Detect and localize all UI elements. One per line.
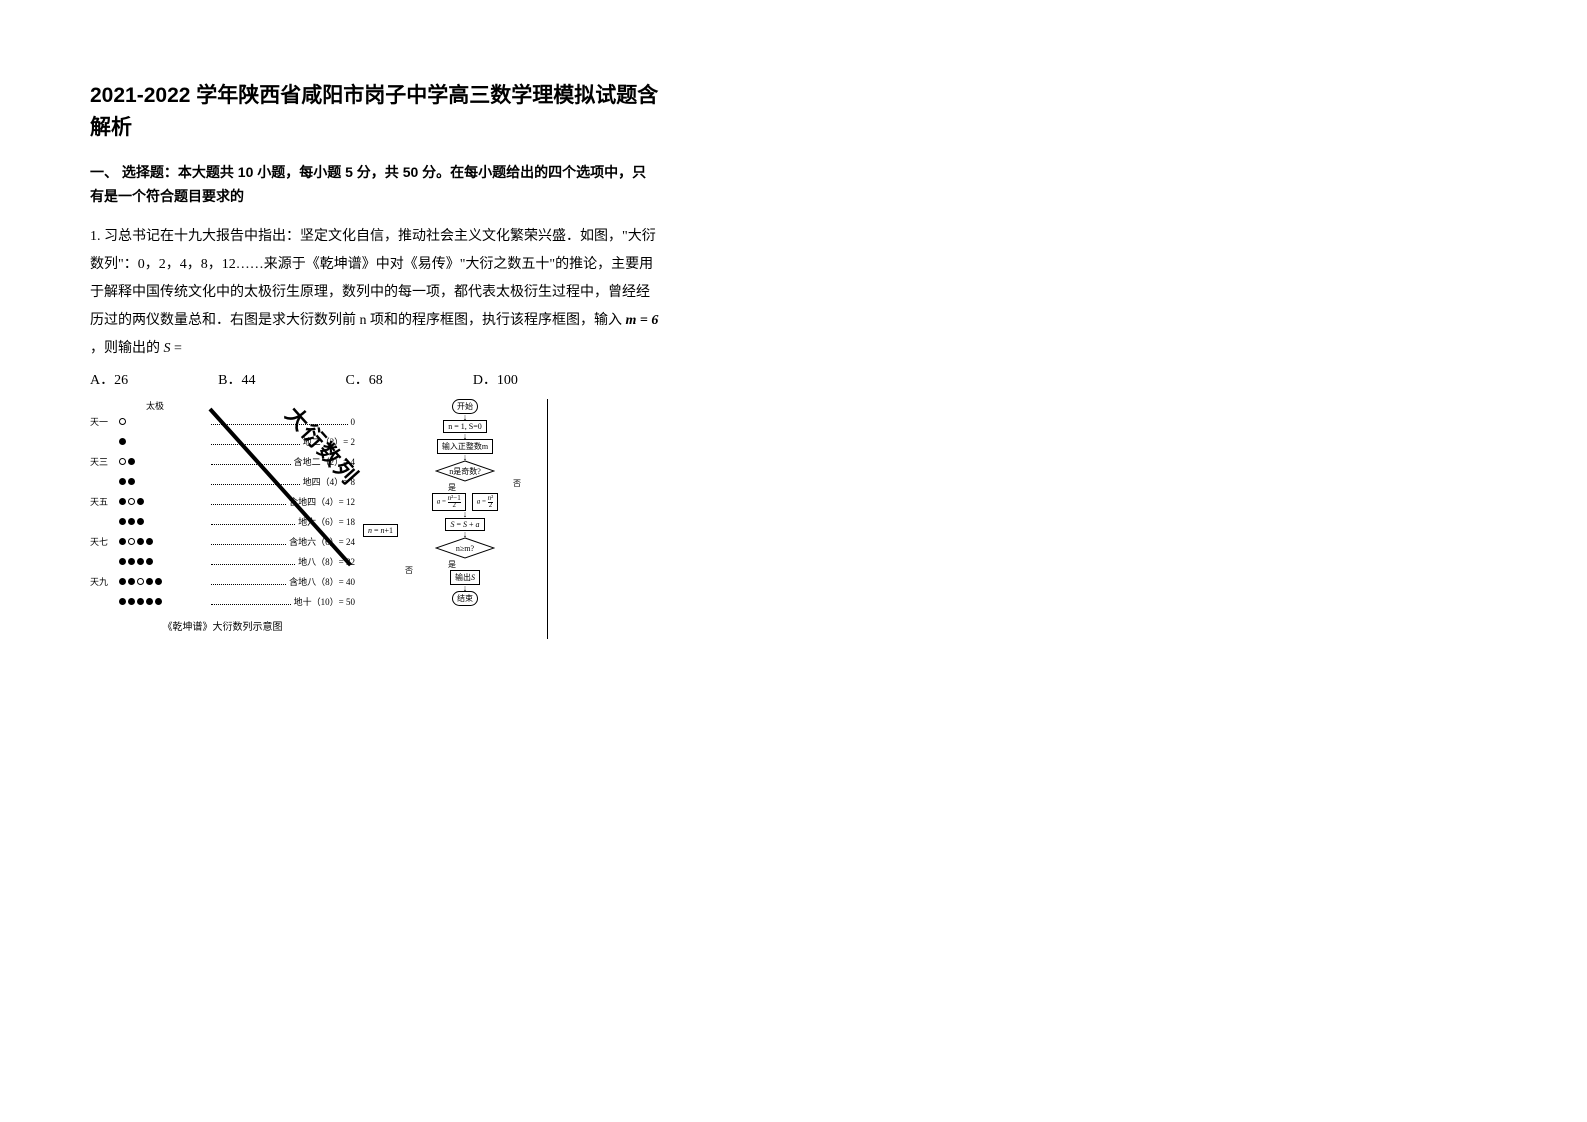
tree-row: 天九 含地八（8）= 40 [90,572,355,592]
tree-row-shapes [118,438,208,445]
q1-s-var: S [164,341,171,356]
tree-row-label: 天三 [90,455,118,468]
tree-row-shapes [118,478,208,485]
cond-odd-text: n是奇数? [449,466,481,477]
document-page: 2021-2022 学年陕西省咸阳市岗子中学高三数学理模拟试题含解析 一、 选择… [90,80,660,633]
dotted-leader [211,559,295,565]
tree-row-shapes [118,578,208,585]
page-title: 2021-2022 学年陕西省咸阳市岗子中学高三数学理模拟试题含解析 [90,80,660,143]
q1-text-1: 1. 习总书记在十九大报告中指出：坚定文化自信，推动社会主义文化繁荣兴盛．如图，… [90,229,656,328]
yes-label-2: 是 [448,559,456,570]
question-1-stem: 1. 习总书记在十九大报告中指出：坚定文化自信，推动社会主义文化繁荣兴盛．如图，… [90,223,660,363]
flow-column: 开始 ↓ n = 1, S=0 ↓ 输入正整数m ↓ n是奇数? 是 a = n… [375,399,555,607]
tree-row-label: 天九 [90,575,118,588]
tree-row: 地四（4）= 8 [90,472,355,492]
yes-label-1: 是 [448,482,456,493]
tree-caption: 《乾坤谱》大衍数列示意图 [90,618,355,633]
option-d: D．100 [473,369,518,389]
q1-text-2: ，则输出的 [90,341,164,356]
flow-cond-nm: n≥m? [435,537,495,559]
tree-row-shapes [118,458,208,465]
tree-row-shapes [118,498,208,505]
tree-row-shapes [118,518,208,525]
tree-row-label: 天一 [90,415,118,428]
tree-row-label: 天五 [90,495,118,508]
flow-end: 结束 [452,591,478,606]
dotted-leader [211,599,291,605]
q1-m-expr: m = 6 [626,313,659,328]
tree-row: 天七含地六（6）= 24 [90,532,355,552]
tree-row-label: 天七 [90,535,118,548]
tree-row: 地八（8）= 32 [90,552,355,572]
separator-line [547,399,548,639]
tree-row-value: 地十（10）= 50 [294,595,355,608]
flow-inc: n = n+1 [363,524,398,537]
dotted-leader [211,459,291,465]
dotted-leader [211,539,286,545]
flow-calc-even: a = n²2 [472,493,499,511]
dotted-leader [211,519,295,525]
flowchart: 开始 ↓ n = 1, S=0 ↓ 输入正整数m ↓ n是奇数? 是 a = n… [375,399,555,607]
dayan-tree-diagram: 大衍数列 太极 天一0地二（2）= 2天三含地二（2）= 4地四（4）= 8天五… [90,399,355,633]
tree-row-value: 含地八（8）= 40 [289,575,355,588]
option-b: B．44 [218,369,255,389]
tree-row: 地十（10）= 50 [90,592,355,612]
flow-calc-odd: a = n²−12 [432,493,466,511]
no-label-1: 否 [513,478,521,489]
tree-row: 天五含地四（4）= 12 [90,492,355,512]
flow-cond-odd: n是奇数? [435,460,495,482]
tree-row-shapes [118,418,208,425]
dotted-leader [211,579,286,585]
section-header: 一、 选择题：本大题共 10 小题，每小题 5 分，共 50 分。在每小题给出的… [90,161,660,209]
tree-row-shapes [118,558,208,565]
dotted-leader [211,499,286,505]
option-a: A．26 [90,369,128,389]
option-c: C．68 [345,369,382,389]
cond-nm-text: n≥m? [456,544,474,553]
tree-row-value: 0 [351,417,356,427]
question-1-options: A．26 B．44 C．68 D．100 [90,369,660,389]
tree-row-shapes [118,538,208,545]
q1-text-3: = [174,341,182,356]
dotted-leader [211,479,300,485]
figures-row: 大衍数列 太极 天一0地二（2）= 2天三含地二（2）= 4地四（4）= 8天五… [90,399,660,633]
no-label-2: 否 [405,565,413,576]
tree-row-shapes [118,598,208,605]
top-label: 太极 [130,399,180,412]
dotted-leader [211,439,300,445]
